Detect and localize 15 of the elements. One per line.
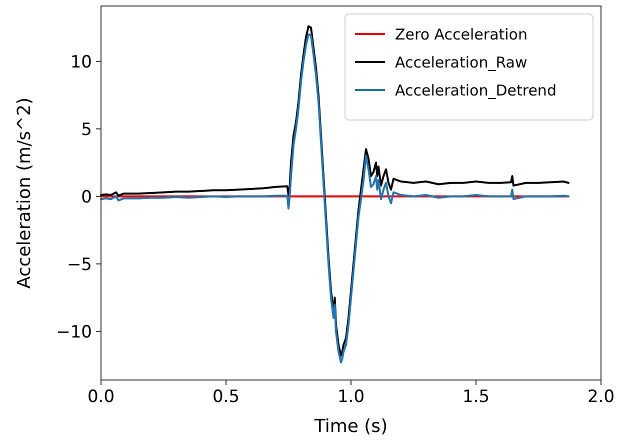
legend-label: Acceleration_Detrend (395, 81, 556, 100)
x-tick-label: 1.5 (462, 387, 490, 407)
x-tick-label: 0.5 (212, 387, 240, 407)
y-tick-label: −5 (66, 254, 92, 275)
legend-label: Zero Acceleration (395, 25, 528, 44)
y-tick-label: −10 (56, 322, 92, 342)
y-axis-title: Acceleration (m/s^2) (14, 97, 35, 289)
x-tick-label: 1.0 (337, 387, 365, 407)
y-tick-label: 10 (70, 52, 92, 72)
x-axis-title: Time (s) (313, 416, 388, 437)
x-tick-label: 0.0 (87, 387, 115, 407)
y-tick-label: 0 (81, 187, 92, 208)
y-tick-label: 5 (81, 120, 92, 140)
x-tick-label: 2.0 (587, 387, 615, 407)
legend-label: Acceleration_Raw (395, 53, 528, 72)
